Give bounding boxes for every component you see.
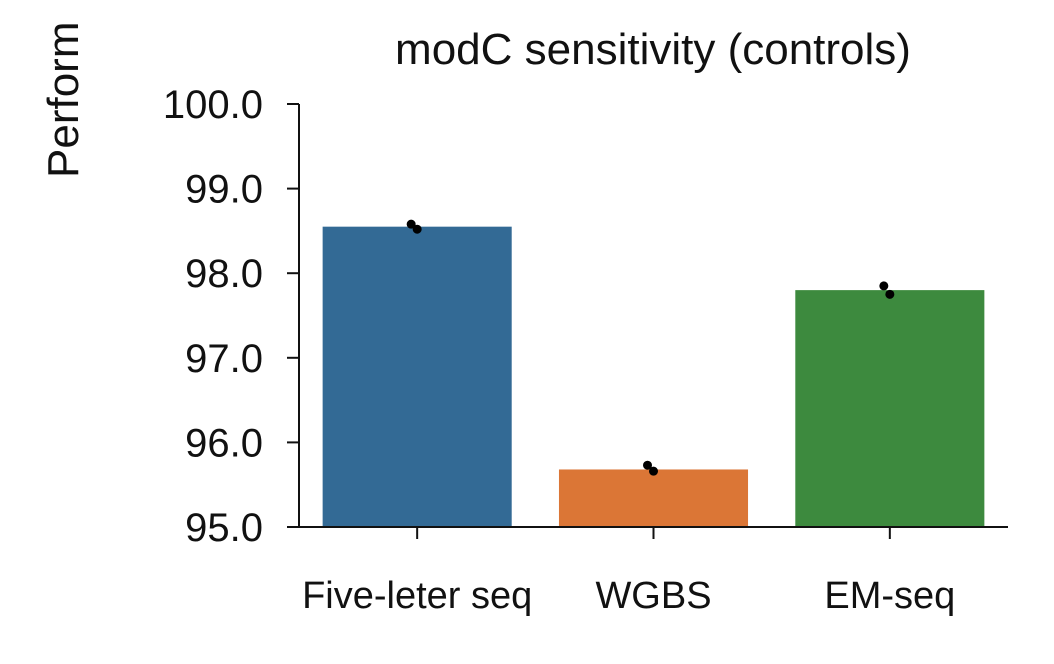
y-tick-label: 98.0 (185, 252, 263, 296)
data-point (885, 289, 895, 299)
chart-title: modC sensitivity (controls) (395, 25, 911, 74)
y-tick-label: 100.0 (163, 83, 263, 127)
bar (795, 290, 985, 527)
y-tick-label: 99.0 (185, 168, 263, 212)
x-tick-label: Five-leter seq (302, 575, 532, 617)
x-tick-label: EM-seq (824, 575, 955, 617)
x-tick-label: WGBS (595, 575, 711, 617)
data-point (643, 460, 652, 470)
y-tick-label: 97.0 (185, 337, 263, 381)
bar (322, 226, 512, 528)
y-axis-label: Perform (39, 22, 88, 178)
data-point (412, 224, 422, 234)
plot-area: 95.0 96.0 97.0 98.0 99.0 100.0 Five-leter seq W… (163, 83, 1008, 617)
data-point (879, 281, 889, 291)
y-tick-label: 95.0 (185, 506, 263, 550)
data-point (406, 219, 416, 229)
data-point (649, 466, 658, 476)
bar (558, 469, 749, 527)
y-tick-label: 96.0 (185, 421, 263, 465)
